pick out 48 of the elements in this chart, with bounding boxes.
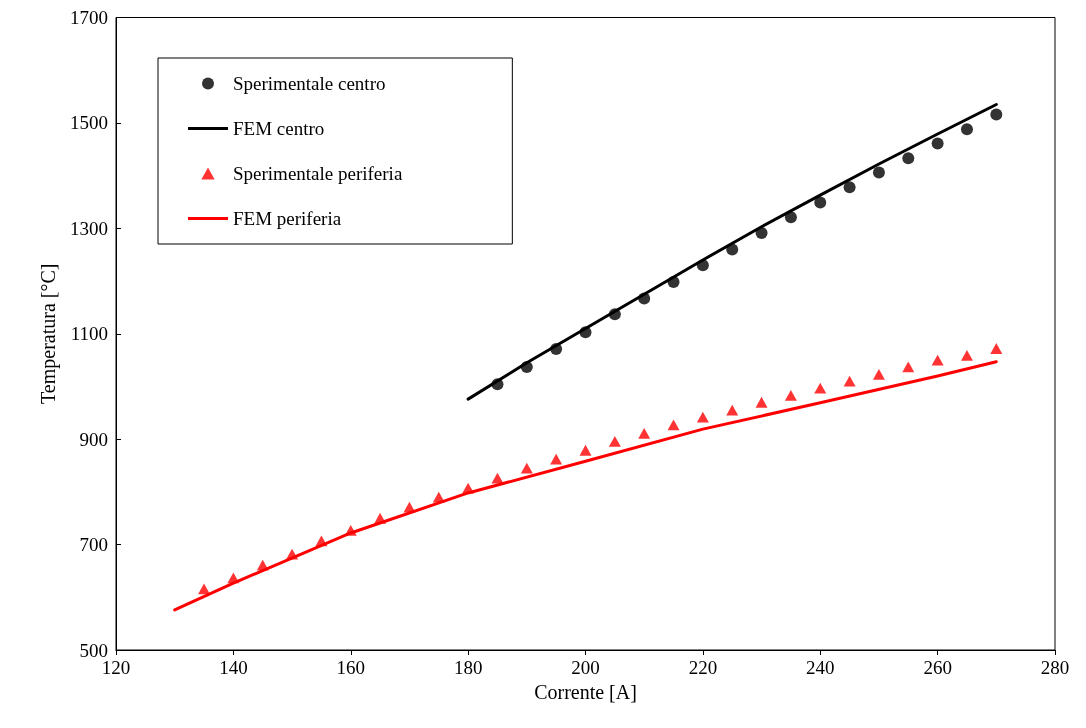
- line-series: [173, 360, 998, 612]
- point: [784, 390, 797, 401]
- x-tick-label: 160: [336, 657, 365, 678]
- point: [696, 411, 709, 423]
- point: [960, 349, 973, 361]
- y-tick-label: 700: [79, 534, 108, 556]
- x-tick-label: 140: [219, 657, 248, 678]
- point: [814, 382, 827, 394]
- point: [550, 453, 563, 465]
- x-tick-label: 200: [571, 657, 600, 678]
- point: [198, 583, 211, 595]
- y-axis-title: Temperatura [°C]: [37, 263, 60, 404]
- point: [990, 343, 1003, 354]
- point: [726, 404, 739, 416]
- point: [579, 444, 592, 456]
- legend-label: FEM periferia: [233, 208, 342, 229]
- point: [520, 462, 533, 474]
- point: [755, 396, 768, 408]
- point: [843, 181, 856, 194]
- point: [608, 435, 621, 447]
- point: [638, 427, 651, 439]
- x-tick-label: 280: [1040, 657, 1070, 678]
- point: [902, 152, 915, 165]
- point: [902, 361, 915, 373]
- point: [931, 137, 944, 150]
- x-tick-label: 220: [688, 657, 718, 678]
- y-tick-label: 1700: [70, 7, 108, 28]
- line-series: [466, 102, 998, 401]
- y-tick-label: 1100: [70, 323, 108, 345]
- legend-label: FEM centro: [233, 118, 325, 139]
- y-tick-label: 900: [79, 428, 108, 450]
- point: [491, 472, 504, 484]
- point: [872, 166, 885, 179]
- x-tick-label: 260: [923, 657, 952, 678]
- x-axis-title: Corrente [A]: [534, 680, 637, 703]
- point: [814, 196, 827, 209]
- point: [931, 354, 944, 366]
- y-tick-label: 1300: [70, 217, 108, 239]
- x-tick-label: 180: [453, 657, 483, 678]
- x-tick-label: 240: [806, 657, 835, 678]
- y-tick-label: 1500: [70, 112, 108, 134]
- point: [843, 375, 856, 387]
- point: [990, 108, 1003, 121]
- point: [960, 123, 973, 136]
- point: [667, 419, 680, 431]
- legend-label: Sperimentale centro: [233, 73, 386, 94]
- legend-label: Sperimentale periferia: [233, 163, 403, 184]
- point: [872, 368, 885, 380]
